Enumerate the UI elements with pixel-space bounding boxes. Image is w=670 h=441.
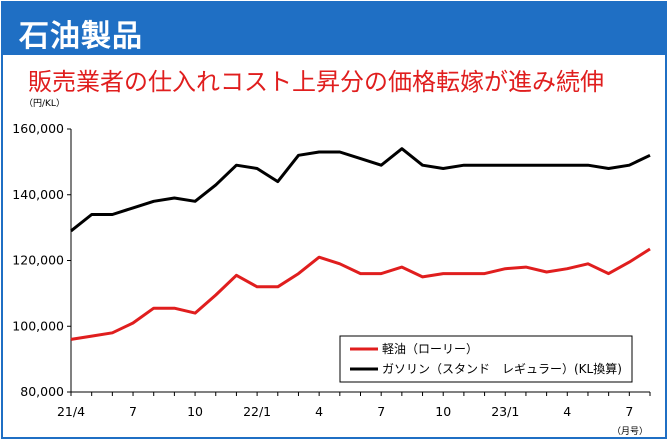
- x-tick-label: 10: [187, 404, 203, 419]
- x-tick-label: 7: [129, 404, 137, 419]
- x-tick-label: 4: [563, 404, 571, 419]
- y-tick-label: 120,000: [12, 253, 64, 268]
- x-axis-unit: （月号）: [612, 426, 648, 437]
- y-axis-unit: （円/KL）: [24, 98, 65, 109]
- header-bar: 石油製品: [3, 3, 665, 55]
- x-tick-label: 22/1: [243, 404, 271, 419]
- y-tick-label: 80,000: [20, 384, 64, 399]
- legend-label-gasoline: ガソリン（スタンド レギュラー）(KL換算): [382, 361, 622, 376]
- legend-label-kerosene: 軽油（ローリー）: [382, 342, 478, 356]
- x-tick-label: 7: [377, 404, 385, 419]
- y-tick-label: 100,000: [12, 318, 64, 333]
- series-line-gasoline: [70, 147, 651, 233]
- legend-box: [339, 335, 633, 383]
- x-tick-label: 7: [625, 404, 633, 419]
- x-tick-label: 21/4: [57, 404, 85, 419]
- plot-area: 80,000 100,000 120,000 140,000 160,000 21/4 7 1…: [12, 121, 651, 419]
- x-tick-label: 10: [435, 404, 451, 419]
- x-tick-label: 4: [315, 404, 323, 419]
- y-tick-label: 140,000: [12, 187, 64, 202]
- y-tick-label: 160,000: [12, 121, 64, 136]
- series-line-kerosene: [70, 247, 651, 341]
- x-tick-label: 23/1: [491, 404, 519, 419]
- chart-subtitle: 販売業者の仕入れコスト上昇分の価格転嫁が進み続伸: [28, 68, 604, 96]
- page-title: 石油製品: [19, 19, 143, 54]
